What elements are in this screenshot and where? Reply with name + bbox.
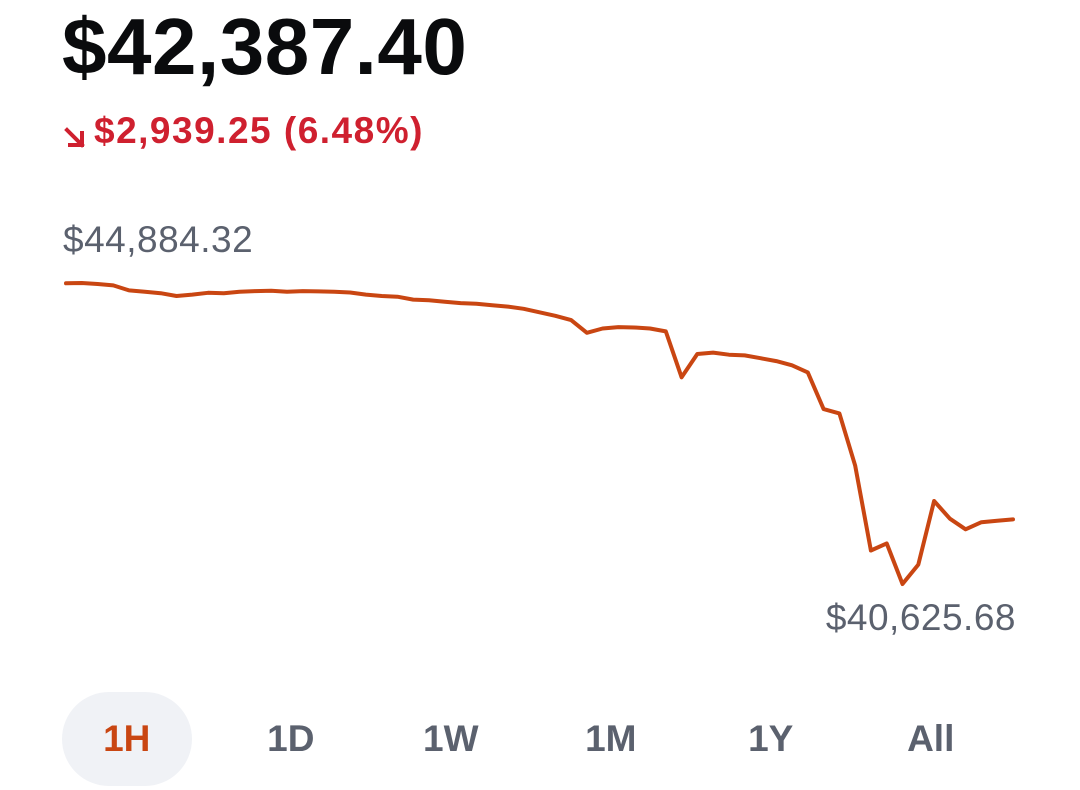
current-price: $42,387.40 — [62, 2, 468, 91]
tab-1d[interactable]: 1D — [267, 718, 315, 759]
tab-1h[interactable]: 1H — [62, 692, 192, 786]
price-change: $2,939.25 (6.48%) — [62, 110, 424, 152]
price-chart-svg — [64, 281, 1015, 586]
arrow-down-right-icon — [62, 118, 88, 148]
price-chart[interactable]: $44,884.32 $40,625.68 — [0, 0, 1080, 680]
price-change-value: $2,939.25 (6.48%) — [94, 110, 424, 151]
price-line — [64, 281, 1015, 586]
chart-high-label: $44,884.32 — [63, 219, 254, 260]
tab-all[interactable]: All — [907, 718, 955, 759]
chart-low-label: $40,625.68 — [825, 597, 1016, 638]
timeframe-tabs: 1H 1D 1W 1M 1Y All — [62, 692, 1022, 786]
tab-1m[interactable]: 1M — [585, 718, 637, 759]
tab-1y[interactable]: 1Y — [748, 718, 794, 759]
tab-1w[interactable]: 1W — [423, 718, 479, 759]
